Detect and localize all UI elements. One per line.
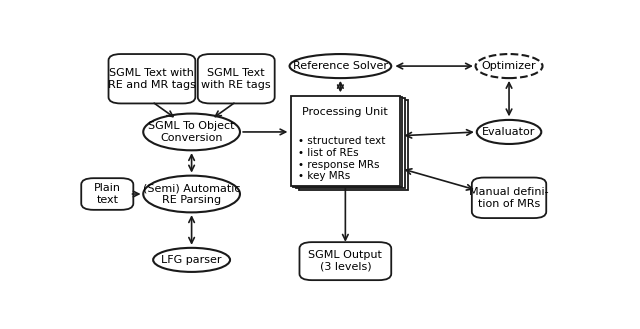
- Text: SGML To Object
Conversion: SGML To Object Conversion: [148, 121, 235, 143]
- Text: Manual defini-
tion of MRs: Manual defini- tion of MRs: [469, 187, 549, 209]
- Bar: [291, 96, 400, 186]
- Bar: [299, 100, 408, 190]
- Text: SGML Output
(3 levels): SGML Output (3 levels): [308, 250, 382, 272]
- Text: • structured text
• list of REs
• response MRs
• key MRs: • structured text • list of REs • respon…: [298, 136, 386, 181]
- Bar: [292, 97, 402, 187]
- FancyBboxPatch shape: [472, 178, 547, 218]
- Text: Reference Solver: Reference Solver: [293, 61, 388, 71]
- Text: Optimizer: Optimizer: [482, 61, 536, 71]
- FancyBboxPatch shape: [300, 242, 391, 280]
- Ellipse shape: [477, 120, 541, 144]
- Text: SGML Text
with RE tags: SGML Text with RE tags: [202, 68, 271, 89]
- Ellipse shape: [289, 54, 391, 78]
- Text: Evaluator: Evaluator: [483, 127, 536, 137]
- FancyBboxPatch shape: [198, 54, 275, 103]
- Text: Processing Unit: Processing Unit: [303, 107, 388, 117]
- Ellipse shape: [153, 248, 230, 272]
- Ellipse shape: [143, 114, 240, 150]
- Text: Plain
text: Plain text: [94, 183, 121, 205]
- FancyBboxPatch shape: [109, 54, 195, 103]
- Text: LFG parser: LFG parser: [161, 255, 222, 265]
- Ellipse shape: [476, 54, 543, 78]
- Text: SGML Text with
RE and MR tags: SGML Text with RE and MR tags: [108, 68, 196, 89]
- Text: (Semi) Automatic
RE Parsing: (Semi) Automatic RE Parsing: [143, 183, 241, 205]
- Ellipse shape: [143, 176, 240, 213]
- Bar: [296, 98, 405, 188]
- FancyBboxPatch shape: [81, 178, 133, 210]
